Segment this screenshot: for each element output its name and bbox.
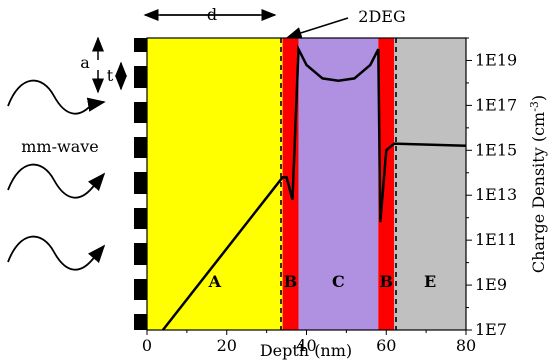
region-b-3 (378, 38, 395, 330)
y-axis-title-superscript: -3 (528, 101, 541, 112)
mm-wave-1 (7, 79, 106, 115)
mm-wave-group (7, 79, 106, 271)
twodeg-annotation: 2DEG (286, 7, 406, 39)
region-b-1 (282, 38, 299, 330)
region-e-4 (394, 38, 466, 330)
region-label-e-4: E (424, 272, 436, 291)
region-label-c-2: C (332, 272, 345, 291)
region-label-a-0: A (208, 272, 222, 291)
d-dimension: d (143, 5, 277, 24)
t-label: t (107, 66, 114, 85)
mm-wave-label: mm-wave (21, 137, 99, 156)
x-tick-label-80: 80 (456, 336, 476, 355)
y-tick-label-1E7: 1E7 (475, 320, 507, 339)
twodeg-label: 2DEG (358, 7, 405, 26)
x-tick-label-20: 20 (217, 336, 237, 355)
y-tick-label-1E15: 1E15 (475, 140, 517, 159)
y-tick-label-1E19: 1E19 (475, 50, 517, 69)
a-dimension: a (80, 36, 104, 94)
y-tick-label-1E11: 1E11 (475, 230, 517, 249)
charge-density-curve (161, 44, 467, 331)
region-c-2 (298, 38, 379, 330)
a-label: a (80, 53, 90, 72)
x-axis-ticks: 0 20 40 60 80 (142, 330, 476, 355)
metal-grating (134, 38, 147, 330)
y-tick-label-1E17: 1E17 (475, 95, 517, 114)
x-tick-label-60: 60 (376, 336, 396, 355)
region-a-0 (147, 38, 283, 330)
y-axis-title: Charge Density (cm-3) (528, 95, 548, 273)
x-tick-label-0: 0 (142, 336, 152, 355)
mm-wave-3 (7, 235, 106, 271)
d-label: d (207, 5, 217, 24)
x-tick-label-40: 40 (296, 336, 316, 355)
x-axis-title: Depth (nm) (260, 341, 352, 360)
y-axis-ticks: 1E7 1E9 1E11 1E13 1E15 1E17 1E19 (466, 37, 517, 339)
regions-layer (147, 38, 466, 330)
t-dimension: t (107, 61, 127, 91)
region-label-b-3: B (379, 272, 393, 291)
y-tick-label-1E13: 1E13 (475, 185, 517, 204)
region-label-b-1: B (284, 272, 298, 291)
y-tick-label-1E9: 1E9 (475, 275, 507, 294)
mm-wave-2 (7, 163, 106, 199)
